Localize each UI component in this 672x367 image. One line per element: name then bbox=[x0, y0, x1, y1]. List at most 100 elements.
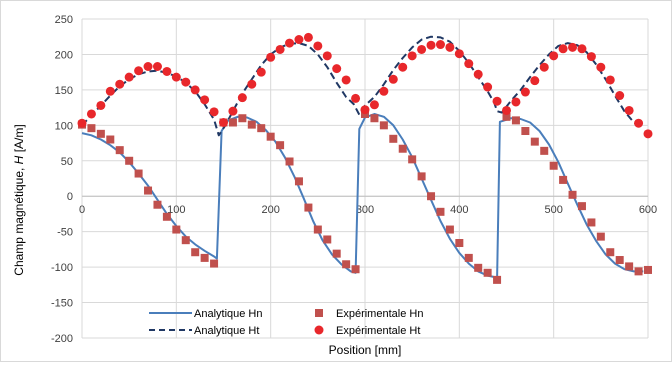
data-point-experimentale-ht bbox=[86, 109, 96, 119]
data-point-experimentale-hn bbox=[445, 225, 454, 234]
legend-label-analytique-hn: Analytique Hn bbox=[194, 308, 263, 320]
data-point-experimentale-ht bbox=[530, 76, 540, 86]
data-point-experimentale-ht bbox=[511, 97, 521, 107]
y-tick-label: -100 bbox=[51, 262, 73, 274]
data-point-experimentale-ht bbox=[502, 105, 511, 115]
y-tick-label: 150 bbox=[55, 85, 73, 97]
data-point-experimentale-ht bbox=[134, 66, 144, 76]
data-point-experimentale-hn bbox=[257, 124, 266, 133]
data-point-experimentale-ht bbox=[162, 66, 172, 76]
data-point-experimentale-ht bbox=[152, 61, 162, 71]
data-point-experimentale-hn bbox=[370, 114, 379, 123]
data-point-experimentale-ht bbox=[181, 77, 191, 87]
data-point-experimentale-ht bbox=[539, 62, 549, 72]
data-point-experimentale-ht bbox=[275, 44, 285, 54]
data-point-experimentale-ht bbox=[426, 40, 436, 50]
x-tick-labels: 0 100 200 300 400 500 600 bbox=[79, 204, 657, 216]
data-point-experimentale-hn bbox=[294, 177, 303, 186]
data-point-experimentale-hn bbox=[625, 262, 634, 271]
data-point-experimentale-ht bbox=[332, 64, 342, 74]
data-point-experimentale-ht bbox=[266, 52, 276, 62]
data-point-experimentale-hn bbox=[511, 116, 520, 125]
legend-swatch-experimentale-ht bbox=[314, 325, 324, 335]
data-point-experimentale-ht bbox=[285, 38, 295, 48]
legend-label-analytique-ht: Analytique Ht bbox=[194, 325, 259, 337]
data-point-experimentale-ht bbox=[398, 62, 408, 72]
data-point-experimentale-hn bbox=[351, 265, 360, 274]
data-point-experimentale-hn bbox=[530, 137, 539, 146]
data-point-experimentale-ht bbox=[190, 85, 200, 95]
data-point-experimentale-ht bbox=[228, 106, 238, 116]
data-point-experimentale-ht bbox=[605, 75, 615, 85]
y-tick-label: -150 bbox=[51, 298, 73, 310]
y-tick-label: -50 bbox=[57, 227, 73, 239]
data-point-experimentale-hn bbox=[596, 232, 605, 241]
data-point-experimentale-hn bbox=[266, 132, 275, 141]
data-point-experimentale-hn bbox=[144, 186, 153, 195]
data-point-experimentale-ht bbox=[379, 86, 389, 96]
data-point-experimentale-hn bbox=[115, 146, 124, 155]
data-point-experimentale-ht bbox=[341, 75, 351, 85]
data-point-experimentale-ht bbox=[237, 93, 247, 103]
data-point-experimentale-hn bbox=[191, 248, 200, 257]
y-tick-label: 50 bbox=[61, 156, 73, 168]
data-point-experimentale-ht bbox=[200, 95, 210, 105]
data-point-experimentale-ht bbox=[634, 118, 644, 128]
data-point-experimentale-hn bbox=[210, 259, 219, 268]
x-tick-label: 500 bbox=[544, 204, 562, 216]
data-point-experimentale-hn bbox=[455, 239, 464, 248]
data-point-experimentale-hn bbox=[238, 114, 247, 123]
data-point-experimentale-ht bbox=[209, 107, 219, 117]
data-point-experimentale-ht bbox=[388, 74, 398, 84]
x-tick-label: 200 bbox=[261, 204, 279, 216]
data-point-experimentale-hn bbox=[521, 127, 530, 136]
data-point-experimentale-ht bbox=[586, 52, 596, 62]
data-point-experimentale-hn bbox=[436, 207, 445, 216]
data-point-experimentale-ht bbox=[313, 41, 323, 51]
data-point-experimentale-ht bbox=[124, 72, 134, 82]
data-point-experimentale-hn bbox=[644, 265, 652, 274]
data-point-experimentale-ht bbox=[322, 51, 332, 61]
data-point-experimentale-hn bbox=[313, 225, 322, 234]
legend: Analytique Hn Analytique Ht Expérimental… bbox=[149, 308, 423, 337]
data-point-experimentale-ht bbox=[143, 61, 153, 71]
data-point-experimentale-ht bbox=[596, 62, 606, 72]
data-point-experimentale-ht bbox=[464, 59, 474, 69]
data-point-experimentale-hn bbox=[342, 260, 351, 269]
data-point-experimentale-ht bbox=[483, 82, 493, 92]
data-point-experimentale-hn bbox=[615, 256, 624, 265]
data-point-experimentale-hn bbox=[379, 121, 388, 130]
data-point-experimentale-ht bbox=[568, 42, 578, 52]
data-point-experimentale-ht bbox=[77, 118, 87, 128]
gridlines bbox=[81, 18, 649, 339]
data-point-experimentale-hn bbox=[398, 144, 407, 153]
y-tick-label: 0 bbox=[67, 191, 73, 203]
data-point-experimentale-hn bbox=[464, 253, 473, 262]
data-point-experimentale-hn bbox=[493, 275, 502, 284]
data-point-experimentale-ht bbox=[294, 35, 304, 45]
data-point-experimentale-ht bbox=[492, 96, 502, 106]
data-point-experimentale-hn bbox=[474, 263, 483, 272]
data-point-experimentale-ht bbox=[219, 117, 228, 127]
legend-label-experimentale-hn: Expérimentale Hn bbox=[336, 308, 423, 320]
y-tick-label: 250 bbox=[55, 14, 73, 26]
data-point-experimentale-hn bbox=[96, 129, 105, 138]
data-point-experimentale-hn bbox=[304, 203, 313, 212]
data-point-experimentale-ht bbox=[435, 40, 445, 50]
data-point-experimentale-hn bbox=[162, 212, 171, 221]
x-tick-label: 0 bbox=[79, 204, 85, 216]
data-point-experimentale-hn bbox=[200, 253, 209, 262]
data-point-experimentale-ht bbox=[369, 100, 379, 110]
y-tick-label: 200 bbox=[55, 49, 73, 61]
data-point-experimentale-hn bbox=[87, 124, 96, 133]
data-point-experimentale-hn bbox=[427, 192, 436, 201]
data-point-experimentale-hn bbox=[106, 135, 115, 144]
series-line-analytique-hn bbox=[81, 113, 644, 279]
data-point-experimentale-hn bbox=[634, 267, 643, 276]
data-point-experimentale-hn bbox=[332, 249, 341, 258]
data-point-experimentale-hn bbox=[549, 161, 558, 170]
legend-swatch-experimentale-hn bbox=[315, 309, 323, 317]
data-point-experimentale-ht bbox=[105, 86, 115, 96]
data-point-experimentale-hn bbox=[134, 169, 143, 178]
